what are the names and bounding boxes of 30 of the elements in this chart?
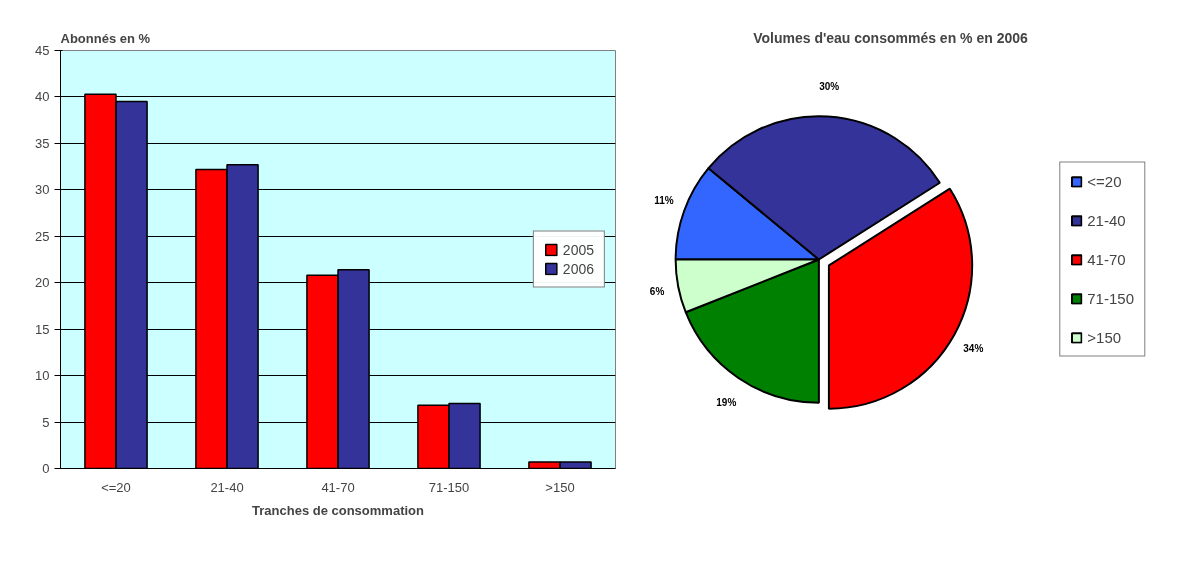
y-tick-label: 25: [35, 228, 50, 244]
data-label: 34%: [963, 343, 984, 355]
y-tick-label: 40: [35, 89, 50, 105]
y-tick-label: 10: [35, 368, 50, 384]
legend-label: >150: [1087, 328, 1122, 346]
legend-label: <=20: [1087, 172, 1122, 190]
x-tick-label: 71-150: [428, 479, 470, 495]
y-tick-label: 0: [42, 461, 50, 476]
legend-label: 41-70: [1087, 250, 1126, 268]
legend-label: 71-150: [1087, 289, 1134, 307]
x-tick-label: <=20: [101, 479, 131, 495]
x-tick-label: 41-70: [321, 479, 355, 495]
data-label: 6%: [649, 286, 665, 298]
y-tick-label: 35: [35, 135, 50, 151]
x-tick-label: 21-40: [210, 479, 244, 495]
chart-title: Volumes d'eau consommés en % en 2006: [753, 29, 1029, 46]
data-label: 11%: [654, 195, 674, 207]
y-tick-label: 30: [35, 182, 50, 198]
x-axis-title: Tranches de consommation: [252, 502, 425, 518]
legend-label: 2006: [562, 260, 594, 277]
x-tick-label: >150: [545, 479, 575, 495]
y-tick-label: 5: [42, 414, 50, 430]
y-tick-label: 20: [35, 275, 50, 291]
y-tick-label: 15: [35, 321, 50, 337]
y-axis-title: Abonnés en %: [60, 30, 151, 46]
data-label: 19%: [716, 397, 737, 409]
y-tick-label: 45: [35, 43, 50, 58]
data-label: 30%: [819, 80, 840, 92]
legend-label: 21-40: [1087, 211, 1126, 229]
legend-label: 2005: [562, 241, 594, 258]
